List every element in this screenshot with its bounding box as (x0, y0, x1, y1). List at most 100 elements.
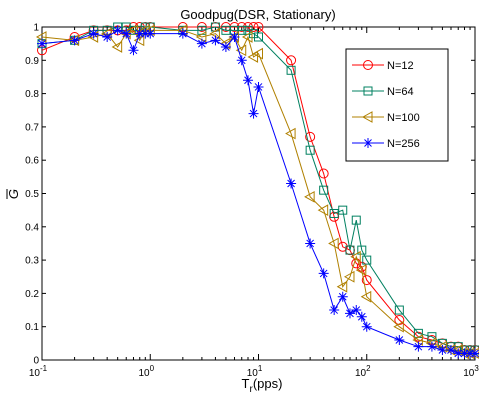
x-tick-label: 103 (463, 364, 479, 379)
data-point (221, 25, 231, 35)
x-tick-label: 102 (355, 364, 371, 379)
data-point (363, 138, 373, 148)
legend-entry: N=256 (352, 138, 420, 150)
x-tick-label: 101 (247, 364, 263, 379)
data-point (177, 28, 188, 39)
data-point (317, 204, 329, 216)
data-point (361, 111, 373, 123)
data-point (343, 270, 355, 283)
y-axis-label: G (6, 189, 21, 199)
legend-box (345, 48, 449, 162)
y-tick-label: 0.4 (25, 222, 39, 233)
data-point (252, 47, 263, 60)
legend: N=12 N=64 N=100 N=256 (345, 48, 449, 162)
data-point (344, 308, 355, 319)
y-axis-label-group: G (6, 189, 21, 199)
data-point (351, 258, 362, 269)
data-point (248, 22, 259, 32)
y-tick-label: 0.3 (25, 256, 39, 267)
data-point (319, 185, 329, 195)
data-point (338, 205, 348, 215)
data-point (127, 24, 138, 37)
data-point (220, 41, 231, 52)
data-point (102, 31, 113, 42)
data-point (437, 345, 448, 356)
data-point (413, 341, 424, 352)
data-point (254, 32, 263, 42)
data-point (88, 28, 99, 39)
data-point (426, 341, 437, 352)
data-point (305, 238, 316, 249)
legend-entry: N=12 (352, 60, 414, 72)
data-point (111, 41, 123, 53)
y-tick-label: 0.5 (25, 189, 39, 200)
data-point (363, 60, 373, 70)
data-point (356, 311, 367, 322)
data-point (445, 345, 456, 356)
data-point (286, 55, 297, 66)
y-tick-label: 0 (33, 356, 39, 367)
data-point (351, 305, 362, 316)
legend-label: N=12 (387, 60, 414, 72)
chart-title: Goodpug(DSR, Stationary) (180, 7, 335, 22)
data-point (145, 28, 156, 39)
data-point (360, 290, 372, 303)
y-tick-label: 0.6 (25, 156, 39, 167)
data-point (361, 275, 372, 286)
x-axis-label: Tr(pps) (242, 376, 283, 395)
data-point (459, 348, 470, 359)
data-point (357, 245, 367, 255)
data-point (350, 250, 361, 263)
data-point (394, 305, 404, 315)
data-point (243, 75, 254, 86)
axis-ticks: 0 0.1 0.2 0.3 0.4 0.5 0.6 0.7 0.8 0.9 1 10-1 100 101 1… (25, 23, 479, 380)
data-point (134, 28, 145, 39)
data-point (363, 86, 373, 96)
x-axis-label-main: T (242, 376, 250, 391)
data-point (237, 25, 247, 35)
legend-label: N=256 (387, 138, 420, 150)
data-point (196, 38, 207, 49)
data-point (236, 55, 247, 66)
data-point (253, 81, 264, 92)
series-layer (35, 22, 479, 360)
data-point (253, 22, 264, 32)
data-point (112, 25, 123, 36)
data-point (453, 348, 464, 359)
data-point (69, 35, 80, 46)
data-point (121, 28, 132, 39)
y-tick-label: 0.1 (25, 322, 39, 333)
data-point (345, 245, 355, 255)
y-tick-label: 0.2 (25, 289, 39, 300)
data-point (470, 348, 479, 359)
data-point (393, 320, 404, 333)
legend-label: N=100 (387, 112, 420, 124)
data-point (355, 264, 367, 276)
data-point (329, 208, 339, 218)
data-point (210, 35, 221, 46)
y-tick-label: 1 (33, 23, 39, 34)
y-tick-label: 0.9 (25, 56, 39, 67)
data-point (128, 45, 139, 56)
data-point (241, 31, 253, 43)
data-point (318, 268, 329, 279)
data-point (362, 255, 372, 265)
data-point (337, 291, 348, 302)
legend-entry: N=100 (352, 111, 420, 124)
data-point (285, 127, 296, 140)
y-tick-label: 0.7 (25, 122, 39, 133)
data-point (235, 44, 247, 57)
data-point (305, 145, 315, 155)
data-point (247, 51, 259, 63)
data-point (286, 178, 297, 189)
data-point (351, 215, 361, 225)
data-point (229, 31, 240, 42)
data-point (286, 65, 296, 75)
data-point (329, 305, 340, 316)
data-point (361, 321, 372, 332)
data-point (328, 237, 339, 250)
data-point (318, 168, 329, 179)
data-point (336, 280, 348, 293)
